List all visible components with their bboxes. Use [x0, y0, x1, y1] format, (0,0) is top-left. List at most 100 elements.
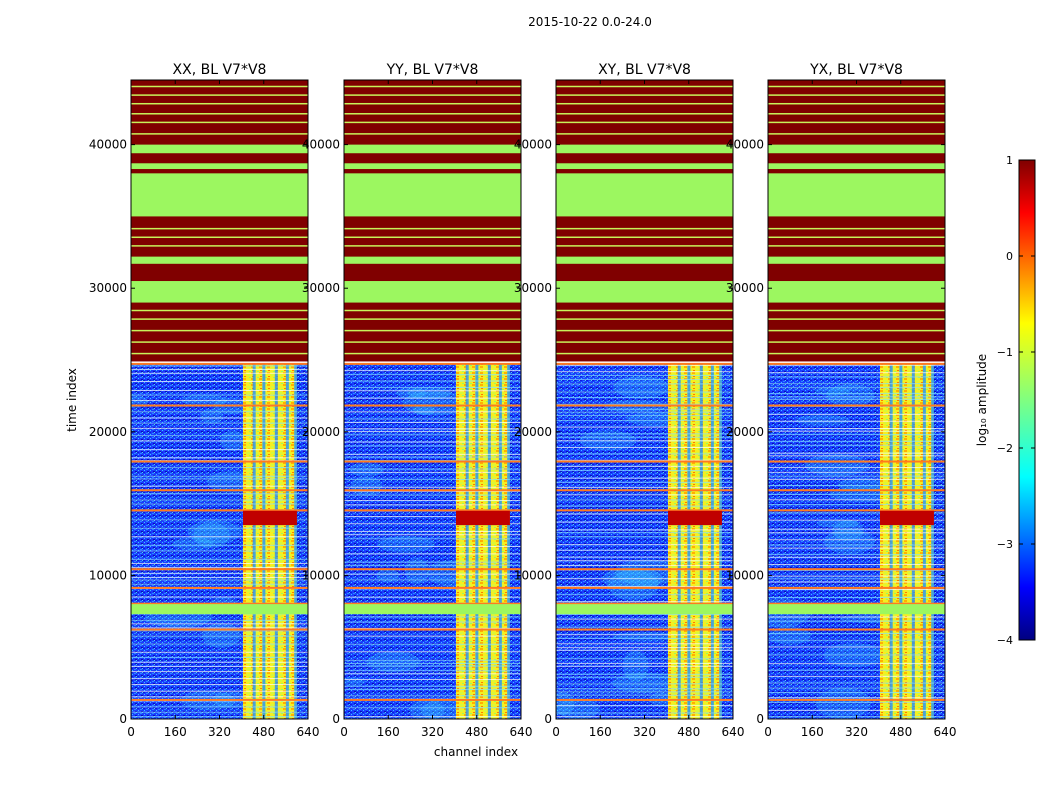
flag-line	[768, 586, 945, 589]
edge-noise	[509, 364, 521, 719]
gap-line	[344, 434, 521, 436]
y-tick-label: 20000	[726, 425, 764, 439]
gap-line	[131, 467, 308, 469]
gap-line	[768, 383, 945, 385]
gap-line	[556, 643, 733, 645]
flag-line	[131, 628, 308, 631]
panels: XX, BL V7*V8 0 160 320 480 640 0 10000 20000 3000…	[89, 62, 957, 739]
gap-line	[344, 471, 521, 473]
gap-line	[556, 613, 733, 615]
gap-line	[344, 486, 521, 488]
gap-line	[768, 532, 945, 534]
gap-line	[131, 485, 308, 487]
flagged-stripe	[344, 245, 521, 247]
gap-line	[344, 643, 521, 645]
x-tick-label: 480	[252, 725, 275, 739]
gap-line	[344, 673, 521, 675]
y-tick-label: 0	[332, 712, 340, 726]
gap-line	[768, 554, 945, 556]
flag-line	[131, 404, 308, 407]
gap-line	[768, 398, 945, 400]
noise-blob	[837, 478, 886, 492]
x-tick-label: 480	[889, 725, 912, 739]
flag-line	[344, 628, 521, 631]
noise-blob	[815, 687, 872, 719]
y-tick-label: 10000	[514, 568, 552, 582]
flagged-stripe	[556, 113, 733, 115]
panel-title: YY, BL V7*V8	[386, 62, 479, 78]
gap-line	[556, 676, 733, 678]
flagged-stripe	[344, 352, 521, 355]
flagged-stripe	[131, 309, 308, 312]
gap-line	[768, 682, 945, 684]
flag-line	[768, 628, 945, 631]
gap-line	[768, 393, 945, 395]
noise-blob	[396, 387, 426, 399]
edge-noise	[721, 364, 733, 719]
x-tick-label: 480	[677, 725, 700, 739]
gap-line	[344, 685, 521, 687]
gap-line	[344, 659, 521, 661]
gap-line	[768, 596, 945, 598]
flagged-stripe	[768, 121, 945, 124]
gap-line	[556, 470, 733, 472]
gap-line	[768, 654, 945, 656]
gap-line	[131, 499, 308, 501]
colorbar-gradient	[1018, 159, 1036, 641]
gap-line	[344, 665, 521, 667]
x-tick-label: 160	[377, 725, 400, 739]
gap-line	[131, 527, 308, 529]
gap-line	[768, 376, 945, 378]
colorbar-tick-label: 1	[1006, 154, 1013, 167]
flagged-stripe	[344, 94, 521, 96]
gap-line	[344, 421, 521, 423]
gap-line	[768, 528, 945, 530]
gap-line	[131, 519, 308, 521]
y-tick-label: 10000	[726, 568, 764, 582]
gap-line	[556, 647, 733, 649]
flagged-stripe	[556, 341, 733, 343]
gap-line	[556, 634, 733, 636]
flagged-stripe	[556, 245, 733, 247]
gap-line	[768, 556, 945, 558]
gap-line	[131, 579, 308, 581]
gap-line	[556, 383, 733, 385]
gap-line	[556, 712, 733, 714]
gap-line	[768, 544, 945, 546]
gap-line	[131, 619, 308, 621]
gap-line	[556, 665, 733, 667]
gap-line	[131, 440, 308, 442]
flagged-stripe	[768, 352, 945, 355]
gap-line	[344, 445, 521, 447]
noise-blob	[402, 391, 468, 416]
noise-blob	[172, 537, 214, 550]
burst	[880, 510, 934, 526]
heatmap-image	[768, 80, 945, 719]
gap-line	[344, 695, 521, 697]
gap-line	[556, 465, 733, 467]
gap-line	[768, 589, 945, 591]
burst	[668, 510, 722, 526]
gap-line	[768, 434, 945, 436]
gap-line	[131, 411, 308, 413]
gap-line	[556, 408, 733, 410]
flagged-stripe	[344, 341, 521, 343]
gap-line	[556, 415, 733, 417]
gap-line	[344, 561, 521, 563]
gap-line	[768, 616, 945, 618]
flag-line	[768, 489, 945, 492]
gap-line	[768, 669, 945, 671]
noise-blob	[409, 699, 445, 719]
y-tick-label: 30000	[89, 281, 127, 295]
gap-line	[131, 711, 308, 713]
gap-line	[344, 635, 521, 637]
gap-line	[556, 419, 733, 421]
flag-line	[344, 509, 521, 512]
flagged-green	[556, 281, 733, 303]
gap-line	[344, 651, 521, 653]
x-tick-label: 160	[164, 725, 187, 739]
flag-line	[131, 489, 308, 492]
y-tick-label: 10000	[302, 568, 340, 582]
gap-line	[768, 581, 945, 583]
gap-line	[131, 365, 308, 367]
